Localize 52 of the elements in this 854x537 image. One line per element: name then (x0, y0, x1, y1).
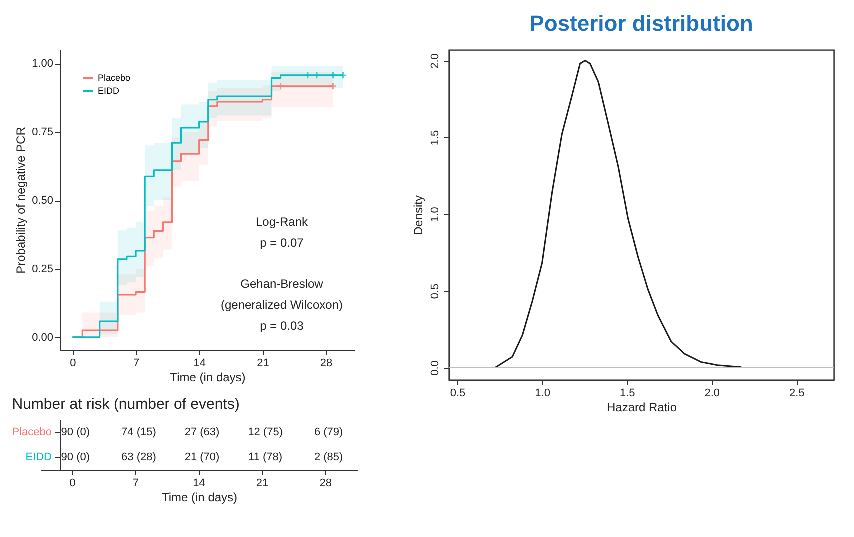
text: 63 (28) (122, 452, 156, 464)
x-tick-label: 7 (133, 358, 140, 370)
text: 12 (75) (248, 426, 283, 438)
y-tick-label: 0.75 (32, 126, 54, 139)
y-tick-label: EIDD (26, 452, 52, 464)
annotation: Log-Rank (256, 215, 310, 229)
y-tick-label: 2.0 (430, 54, 442, 69)
x-tick-label: 28 (320, 478, 332, 490)
text: 6 (79) (314, 426, 344, 438)
x-tick-label: 21 (257, 358, 270, 370)
legend-label: Placebo (98, 73, 131, 83)
annotation: p = 0.07 (260, 236, 304, 250)
y-tick-label: 0.25 (32, 263, 54, 276)
y-tick-label: Placebo (12, 426, 52, 438)
x-tick-label: 21 (256, 478, 269, 490)
legend-label: EIDD (98, 86, 120, 96)
chart-title: Posterior distribution (530, 11, 754, 36)
y-tick-label: 0.50 (32, 195, 54, 208)
y-tick-label: 0.0 (430, 360, 442, 376)
x-tick-label: 2.0 (704, 388, 720, 400)
text: 21 (70) (184, 452, 220, 464)
x-tick-label: 7 (132, 478, 140, 490)
x-tick-label: 0 (70, 478, 76, 490)
text: 2 (85) (314, 452, 344, 464)
x-tick-label: 14 (194, 358, 206, 370)
y-tick-label: 1.0 (430, 207, 442, 222)
y-tick-label: 1.5 (430, 130, 442, 146)
chart-title: Number at risk (number of events) (12, 396, 240, 413)
y-axis-title: Probability of negative PCR (14, 126, 28, 274)
x-tick-label: 1.5 (620, 388, 636, 400)
annotation: (generalized Wilcoxon) (220, 298, 344, 312)
y-axis-title: Density (412, 195, 426, 236)
text: 11 (78) (248, 452, 283, 464)
x-axis-title: Time (in days) (162, 490, 238, 504)
y-tick-label: 1.00 (32, 58, 54, 70)
y-tick-label: 0.00 (32, 332, 54, 344)
x-tick-label: 28 (320, 358, 333, 370)
x-tick-label: 0 (70, 358, 76, 370)
x-tick-label: 2.5 (790, 388, 805, 400)
x-tick-label: 1.0 (535, 388, 550, 400)
annotation: p = 0.03 (260, 319, 304, 333)
annotation: Gehan-Breslow (240, 277, 324, 291)
text: 90 (0) (61, 452, 90, 464)
x-axis-title: Hazard Ratio (606, 400, 678, 414)
y-tick-label: 0.5 (430, 284, 442, 300)
line-series (494, 60, 742, 368)
x-tick-label: 0.5 (450, 388, 466, 400)
text: 27 (63) (184, 426, 220, 438)
x-axis-title: Time (in days) (170, 370, 246, 384)
text: 90 (0) (61, 426, 90, 438)
x-tick-label: 14 (193, 478, 206, 490)
text: 74 (15) (122, 426, 156, 438)
